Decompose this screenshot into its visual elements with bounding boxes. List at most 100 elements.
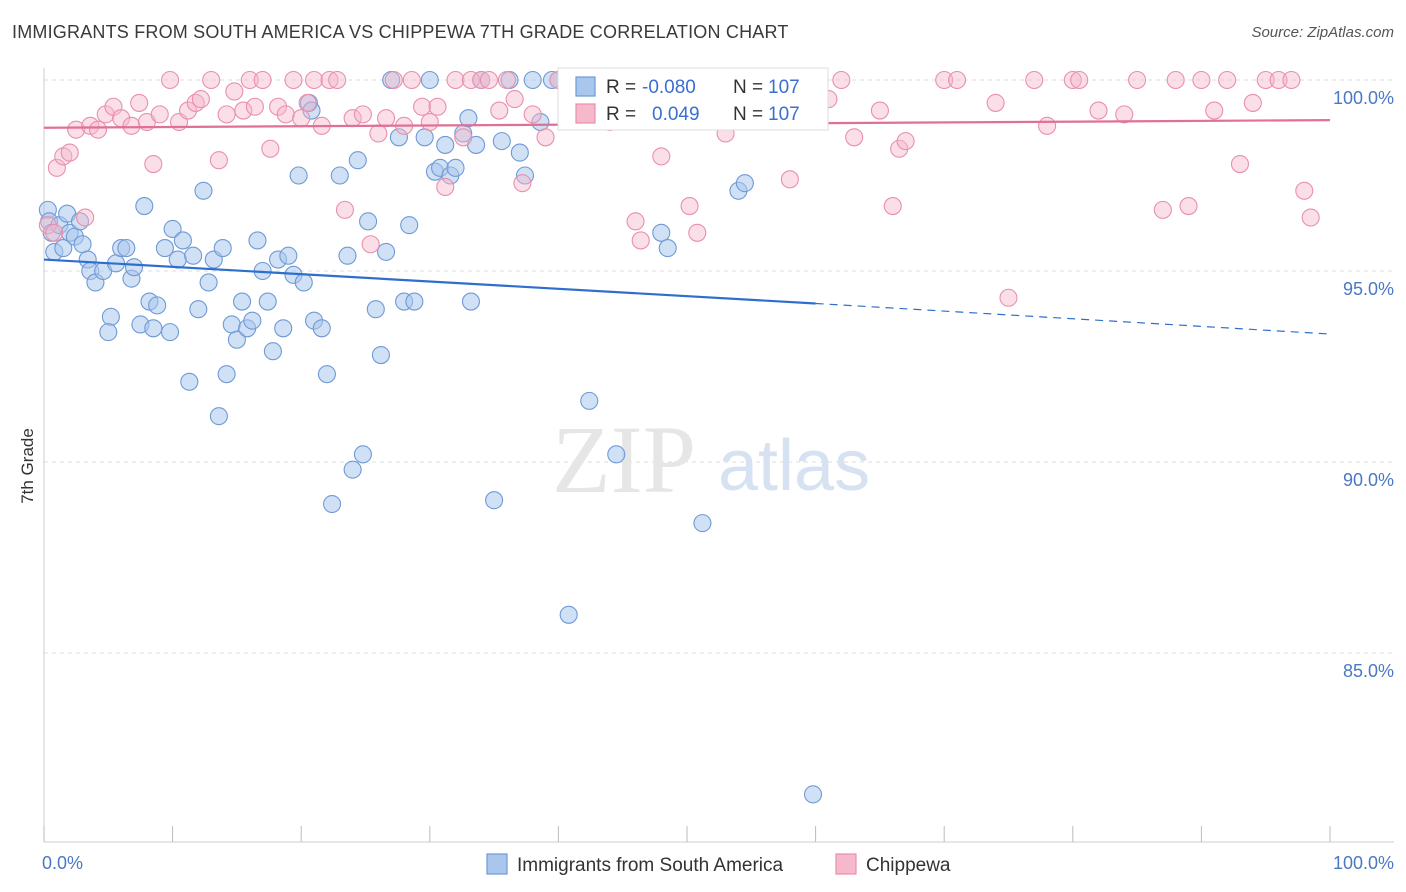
point-chippewa-16: [150, 105, 169, 124]
point-chippewa-9: [96, 105, 115, 124]
legend-r-label-2: R =: [606, 104, 636, 125]
point-chippewa-29: [253, 70, 272, 90]
point-immigrants-49: [263, 342, 282, 361]
point-chippewa-39: [328, 70, 347, 90]
point-immigrants-19: [117, 239, 136, 258]
point-chippewa-23: [209, 151, 228, 170]
y-axis-label: 7th Grade: [18, 428, 37, 504]
point-chippewa-56: [472, 70, 491, 90]
point-chippewa-52: [436, 177, 455, 197]
point-immigrants-86: [461, 292, 481, 311]
point-immigrants-71: [389, 128, 408, 147]
series-legend-label-blue: Immigrants from South America: [517, 855, 784, 876]
point-immigrants-101: [693, 514, 712, 533]
point-chippewa-48: [402, 70, 421, 90]
point-immigrants-62: [338, 246, 357, 265]
point-immigrants-27: [155, 239, 174, 258]
point-chippewa-76: [780, 170, 799, 189]
point-chippewa-33: [284, 70, 303, 90]
point-chippewa-86: [948, 70, 967, 90]
point-immigrants-5: [54, 239, 73, 258]
point-chippewa-22: [202, 70, 221, 90]
legend-r-value-1: -0.080: [642, 77, 696, 98]
series-legend-swatch-pink: [835, 853, 857, 875]
point-chippewa-83: [890, 139, 909, 158]
point-immigrants-81: [446, 158, 465, 177]
point-immigrants-38: [209, 407, 228, 426]
x-tick-label-0: 0.0%: [42, 853, 83, 873]
point-immigrants-66: [359, 212, 378, 231]
point-chippewa-27: [240, 70, 259, 90]
point-chippewa-51: [428, 97, 447, 116]
point-chippewa-62: [523, 105, 542, 124]
axes: 85.0% 90.0% 95.0% 100.0% 0.0% 100.0%: [42, 68, 1394, 873]
point-chippewa-88: [999, 288, 1018, 307]
legend-box: [557, 67, 829, 131]
point-immigrants-63: [343, 460, 362, 479]
point-immigrants-41: [222, 315, 241, 334]
point-chippewa-107: [1295, 181, 1314, 200]
point-immigrants-30: [168, 250, 187, 269]
point-chippewa-94: [1115, 105, 1134, 124]
point-chippewa-2: [47, 158, 66, 177]
point-chippewa-30: [261, 139, 280, 158]
point-chippewa-32: [276, 105, 295, 124]
point-chippewa-68: [631, 231, 650, 250]
point-chippewa-53: [446, 70, 465, 90]
point-immigrants-54: [289, 166, 308, 185]
point-chippewa-13: [130, 93, 149, 112]
point-chippewa-38: [320, 70, 339, 90]
point-immigrants-31: [173, 231, 192, 250]
point-immigrants-79: [436, 135, 455, 154]
point-chippewa-31: [269, 97, 288, 116]
point-chippewa-92: [1070, 70, 1089, 90]
point-immigrants-83: [459, 109, 478, 128]
legend-n-value-2: 107: [768, 104, 800, 125]
point-immigrants-21: [124, 258, 144, 277]
point-immigrants-34: [189, 300, 208, 319]
point-chippewa-95: [1128, 70, 1147, 90]
point-chippewa-0: [38, 216, 57, 235]
point-chippewa-6: [76, 208, 95, 227]
point-chippewa-54: [454, 128, 473, 147]
legend-swatch-blue: [575, 76, 596, 97]
point-immigrants-99: [559, 605, 578, 624]
point-chippewa-17: [160, 70, 180, 90]
trend-line-immigrants-extension: [815, 302, 1331, 335]
point-chippewa-84: [896, 132, 915, 151]
point-immigrants-26: [148, 296, 167, 315]
series-chippewa-points: [38, 70, 1320, 307]
legend-r-value-2: 0.049: [652, 104, 700, 125]
point-chippewa-15: [144, 154, 163, 174]
series-legend-swatch-blue: [486, 853, 508, 875]
chart-source: Source: ZipAtlas.com: [1251, 24, 1394, 41]
point-chippewa-21: [191, 90, 210, 109]
point-immigrants-90: [510, 143, 529, 162]
point-immigrants-29: [163, 219, 182, 239]
point-chippewa-102: [1230, 154, 1250, 174]
point-chippewa-85: [935, 70, 954, 90]
point-chippewa-90: [1038, 116, 1057, 135]
point-immigrants-23: [135, 197, 154, 216]
point-immigrants-51: [274, 319, 293, 338]
point-immigrants-48: [258, 292, 277, 311]
point-chippewa-55: [461, 70, 481, 90]
point-chippewa-87: [986, 93, 1005, 112]
point-immigrants-16: [99, 323, 118, 342]
point-immigrants-15: [101, 307, 120, 326]
point-chippewa-40: [335, 200, 354, 219]
point-chippewa-45: [377, 109, 396, 128]
y-tick-label-0: 85.0%: [1343, 661, 1394, 681]
point-chippewa-25: [225, 82, 244, 101]
point-chippewa-71: [688, 223, 707, 242]
point-immigrants-104: [803, 785, 823, 804]
point-chippewa-100: [1205, 101, 1224, 120]
point-immigrants-43: [232, 292, 252, 311]
point-immigrants-46: [248, 231, 267, 250]
point-immigrants-97: [607, 445, 626, 464]
y-tick-label-2: 95.0%: [1343, 279, 1394, 299]
point-chippewa-106: [1282, 70, 1301, 90]
point-chippewa-35: [298, 93, 317, 112]
point-chippewa-61: [513, 174, 532, 193]
